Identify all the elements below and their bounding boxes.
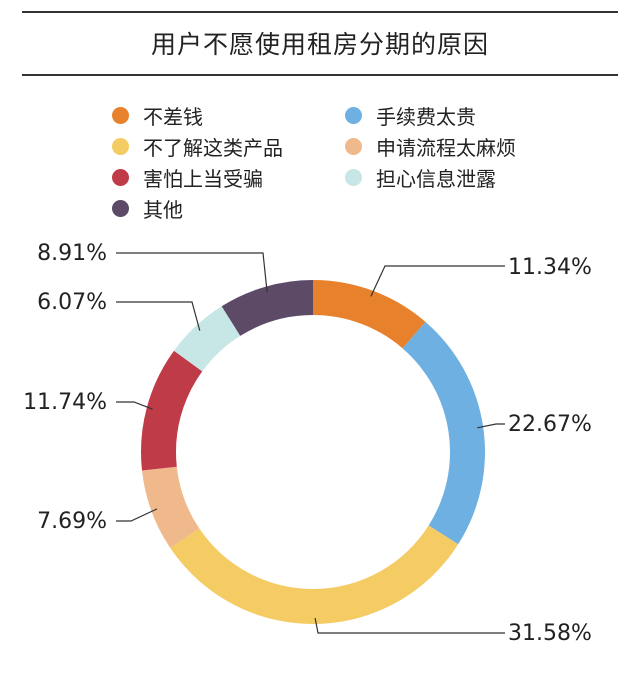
donut-slice-4	[141, 350, 203, 471]
legend-swatch-5	[345, 168, 362, 186]
data-label-0: 11.34%	[508, 255, 592, 280]
legend-item-1: 手续费太贵	[345, 100, 476, 130]
leader-line-3	[116, 508, 158, 522]
leader-line-6	[116, 252, 268, 293]
legend-swatch-6	[112, 199, 129, 217]
donut-slice-1	[402, 321, 485, 545]
legend-swatch-1	[345, 106, 362, 124]
leader-line-5	[116, 301, 201, 331]
data-labels: 11.34% 22.67% 31.58% 7.69% 11.74% 6.07% 8.91%	[23, 241, 592, 646]
legend-label-0: 不差钱	[143, 104, 203, 129]
legend-label-4: 害怕上当受骗	[143, 166, 263, 191]
donut-slice-2	[170, 525, 459, 624]
chart-title: 用户不愿使用租房分期的原因	[150, 30, 489, 59]
leader-line-0	[370, 265, 505, 297]
data-label-4: 11.74%	[23, 390, 107, 415]
data-label-3: 7.69%	[37, 509, 107, 534]
legend-swatch-3	[345, 137, 362, 155]
legend-item-0: 不差钱	[112, 100, 203, 130]
data-label-6: 8.91%	[37, 241, 107, 266]
leader-line-4	[116, 401, 153, 410]
data-label-2: 31.58%	[508, 621, 592, 646]
donut-slice-0	[313, 280, 426, 349]
legend-swatch-4	[112, 168, 129, 186]
legend-item-3: 申请流程太麻烦	[345, 131, 516, 161]
legend-swatch-0	[112, 106, 129, 124]
data-label-1: 22.67%	[508, 412, 592, 437]
legend-item-4: 害怕上当受骗	[112, 162, 263, 192]
legend-label-3: 申请流程太麻烦	[376, 135, 516, 160]
title-rule-top	[22, 11, 618, 13]
title-rule-bottom	[22, 74, 618, 76]
legend-label-6: 其他	[143, 197, 183, 222]
legend-label-1: 手续费太贵	[376, 104, 476, 129]
donut-slice-6	[221, 280, 313, 336]
leader-line-2	[314, 617, 505, 634]
legend-item-2: 不了解这类产品	[112, 131, 283, 161]
legend-label-2: 不了解这类产品	[143, 135, 283, 160]
legend: 不差钱 手续费太贵 不了解这类产品 申请流程太麻烦 害怕上当受骗 担心信息泄露 …	[0, 0, 640, 230]
legend-swatch-2	[112, 137, 129, 155]
legend-item-5: 担心信息泄露	[345, 162, 496, 192]
legend-label-5: 担心信息泄露	[376, 166, 496, 191]
donut-slices	[141, 280, 485, 624]
donut-slice-5	[173, 306, 241, 372]
leader-lines	[116, 252, 505, 634]
donut-slice-3	[142, 466, 200, 548]
leader-line-1	[477, 423, 505, 429]
legend-item-6: 其他	[112, 193, 183, 223]
data-label-5: 6.07%	[37, 290, 107, 315]
